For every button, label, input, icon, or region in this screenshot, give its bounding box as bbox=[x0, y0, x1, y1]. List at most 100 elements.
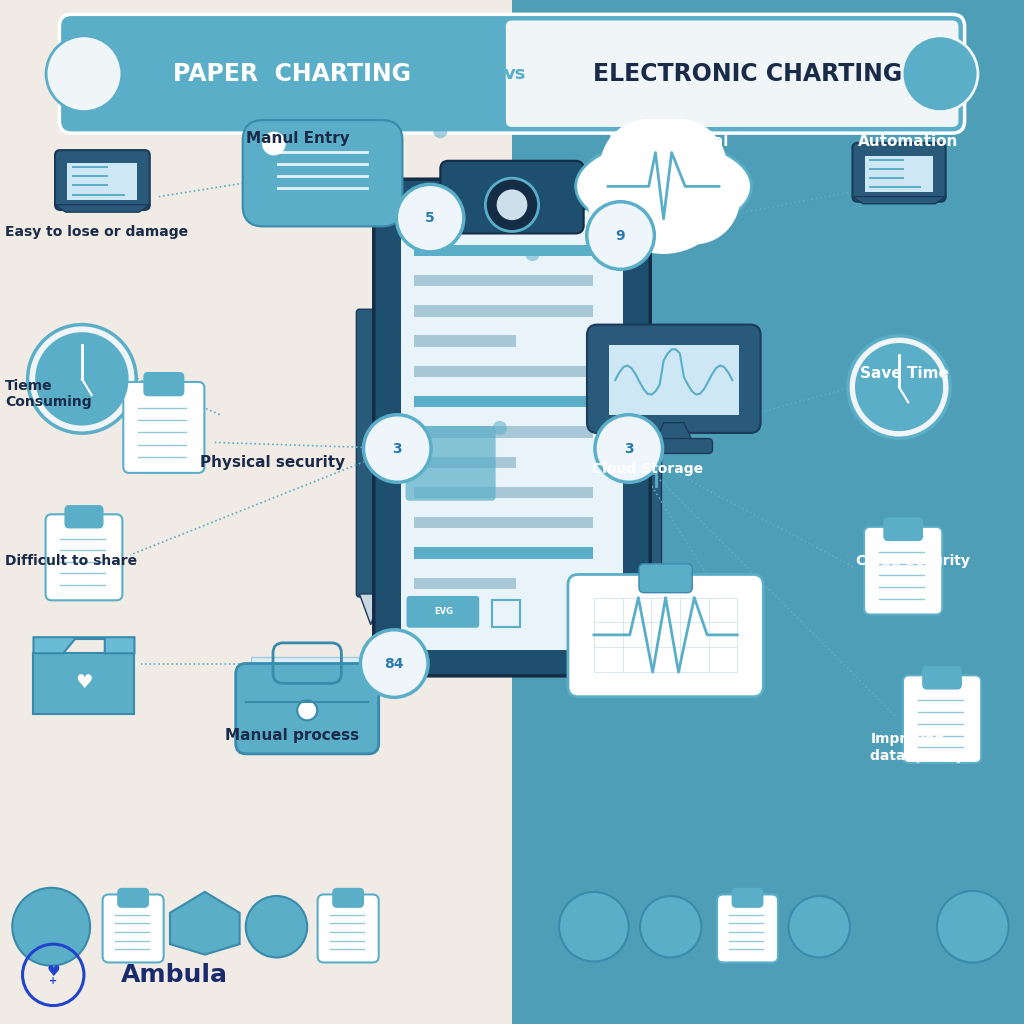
FancyBboxPatch shape bbox=[865, 156, 933, 191]
Text: EVG: EVG bbox=[434, 607, 453, 615]
FancyBboxPatch shape bbox=[414, 275, 593, 287]
FancyBboxPatch shape bbox=[374, 179, 650, 676]
Text: Tieme
Consuming: Tieme Consuming bbox=[5, 379, 92, 410]
Circle shape bbox=[902, 36, 978, 112]
FancyBboxPatch shape bbox=[903, 676, 981, 763]
Circle shape bbox=[855, 343, 943, 431]
FancyBboxPatch shape bbox=[401, 210, 623, 650]
FancyBboxPatch shape bbox=[440, 161, 584, 233]
Text: Cloud Security: Cloud Security bbox=[856, 554, 970, 568]
Text: ♥: ♥ bbox=[46, 965, 60, 979]
FancyBboxPatch shape bbox=[633, 340, 662, 664]
FancyBboxPatch shape bbox=[251, 657, 364, 678]
Text: Difficult to share: Difficult to share bbox=[5, 554, 137, 568]
Polygon shape bbox=[290, 206, 332, 225]
Text: ♥: ♥ bbox=[75, 674, 93, 692]
Circle shape bbox=[788, 896, 850, 957]
FancyBboxPatch shape bbox=[884, 518, 923, 541]
Text: Manul Entry: Manul Entry bbox=[246, 131, 349, 145]
FancyBboxPatch shape bbox=[414, 336, 516, 347]
FancyBboxPatch shape bbox=[66, 506, 102, 527]
Polygon shape bbox=[34, 653, 134, 715]
FancyBboxPatch shape bbox=[635, 438, 713, 454]
FancyBboxPatch shape bbox=[118, 889, 148, 907]
FancyBboxPatch shape bbox=[333, 889, 364, 907]
Circle shape bbox=[640, 896, 701, 957]
FancyBboxPatch shape bbox=[414, 517, 593, 528]
Text: Improved
data quality: Improved data quality bbox=[870, 732, 965, 763]
Circle shape bbox=[559, 892, 629, 962]
Circle shape bbox=[497, 189, 527, 220]
Circle shape bbox=[596, 119, 731, 254]
Circle shape bbox=[433, 124, 447, 138]
FancyBboxPatch shape bbox=[46, 514, 123, 600]
Text: Manual process: Manual process bbox=[225, 728, 359, 742]
Polygon shape bbox=[34, 637, 134, 653]
Polygon shape bbox=[170, 892, 240, 954]
FancyBboxPatch shape bbox=[144, 373, 183, 395]
Polygon shape bbox=[359, 594, 382, 625]
FancyBboxPatch shape bbox=[317, 895, 379, 963]
Circle shape bbox=[246, 896, 307, 957]
FancyBboxPatch shape bbox=[236, 664, 379, 754]
FancyBboxPatch shape bbox=[568, 574, 763, 696]
FancyBboxPatch shape bbox=[68, 163, 137, 200]
Circle shape bbox=[485, 178, 539, 231]
Circle shape bbox=[12, 888, 90, 966]
FancyBboxPatch shape bbox=[414, 486, 593, 498]
Text: ELECTRONIC CHARTING: ELECTRONIC CHARTING bbox=[593, 61, 902, 86]
FancyBboxPatch shape bbox=[414, 547, 593, 558]
Circle shape bbox=[595, 415, 663, 482]
Polygon shape bbox=[54, 205, 151, 212]
Circle shape bbox=[848, 336, 950, 438]
FancyBboxPatch shape bbox=[414, 457, 516, 468]
Text: vs: vs bbox=[504, 65, 526, 83]
Text: Reduce Cost: Reduce Cost bbox=[586, 677, 692, 691]
FancyBboxPatch shape bbox=[717, 895, 778, 963]
FancyBboxPatch shape bbox=[123, 382, 205, 473]
FancyBboxPatch shape bbox=[852, 142, 946, 202]
Text: Cloud Storage: Cloud Storage bbox=[592, 462, 703, 476]
Polygon shape bbox=[852, 197, 946, 204]
Text: Save Time: Save Time bbox=[860, 367, 949, 381]
Text: Physical security: Physical security bbox=[200, 456, 345, 470]
FancyBboxPatch shape bbox=[406, 426, 496, 501]
Circle shape bbox=[630, 119, 727, 216]
Text: 84: 84 bbox=[384, 656, 404, 671]
Circle shape bbox=[35, 332, 129, 426]
Circle shape bbox=[600, 119, 697, 216]
FancyBboxPatch shape bbox=[732, 889, 763, 907]
FancyBboxPatch shape bbox=[414, 305, 593, 316]
Text: Ambula: Ambula bbox=[121, 963, 227, 987]
Text: Easy to lose or damage: Easy to lose or damage bbox=[5, 225, 188, 240]
Text: Patient Portal: Patient Portal bbox=[609, 134, 729, 148]
FancyBboxPatch shape bbox=[414, 396, 593, 408]
FancyBboxPatch shape bbox=[864, 526, 942, 614]
FancyBboxPatch shape bbox=[923, 667, 962, 689]
Polygon shape bbox=[512, 0, 1024, 1024]
Polygon shape bbox=[0, 0, 512, 1024]
FancyBboxPatch shape bbox=[414, 426, 593, 437]
FancyBboxPatch shape bbox=[608, 345, 739, 415]
Ellipse shape bbox=[575, 140, 752, 232]
FancyBboxPatch shape bbox=[59, 14, 965, 133]
Circle shape bbox=[648, 153, 740, 245]
Text: Automation: Automation bbox=[858, 134, 958, 148]
Circle shape bbox=[587, 153, 679, 245]
FancyBboxPatch shape bbox=[55, 151, 150, 210]
Circle shape bbox=[587, 202, 654, 269]
FancyBboxPatch shape bbox=[639, 564, 692, 593]
Text: PAPER  CHARTING: PAPER CHARTING bbox=[173, 61, 411, 86]
Text: 5: 5 bbox=[425, 211, 435, 225]
Circle shape bbox=[937, 891, 1009, 963]
Polygon shape bbox=[636, 660, 658, 691]
Circle shape bbox=[360, 630, 428, 697]
Polygon shape bbox=[652, 423, 695, 446]
FancyBboxPatch shape bbox=[414, 366, 593, 377]
Circle shape bbox=[262, 132, 286, 156]
Circle shape bbox=[46, 36, 122, 112]
Circle shape bbox=[493, 421, 507, 435]
FancyBboxPatch shape bbox=[506, 20, 958, 127]
Text: 3: 3 bbox=[392, 441, 402, 456]
FancyBboxPatch shape bbox=[587, 325, 761, 433]
